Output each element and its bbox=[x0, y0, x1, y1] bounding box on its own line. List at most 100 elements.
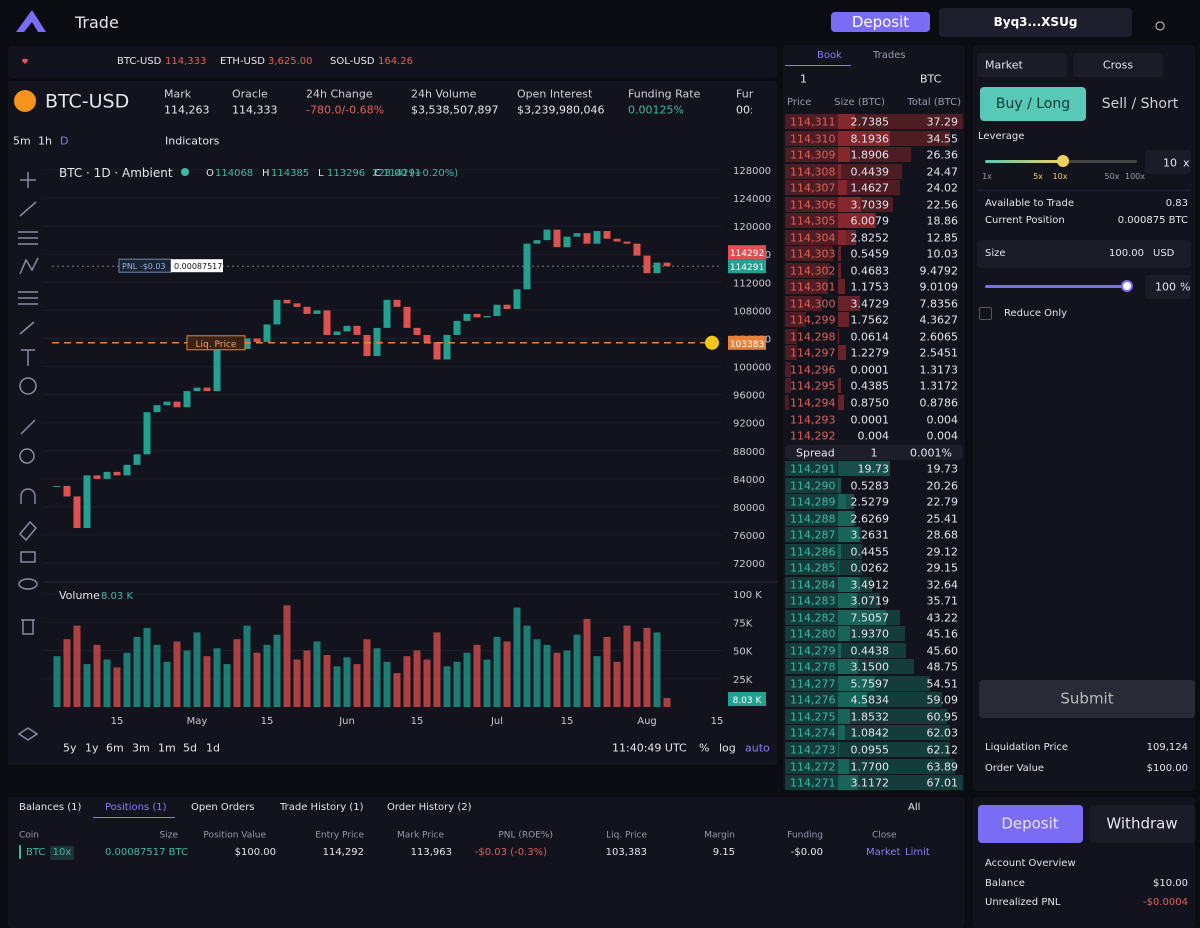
available-value: 0.83 bbox=[1165, 198, 1188, 209]
depth-bar bbox=[785, 262, 831, 278]
book-price: 114,286 bbox=[790, 545, 836, 559]
buy-button[interactable] bbox=[980, 87, 1086, 121]
mark-price-tag-box bbox=[728, 245, 766, 260]
unit-select[interactable]: BTC bbox=[920, 72, 942, 86]
drawing-tools[interactable] bbox=[17, 172, 39, 741]
volume-tick-label: 25K bbox=[733, 675, 753, 686]
book-size: 0.4683 bbox=[850, 264, 890, 278]
book-size: 2.7385 bbox=[850, 115, 890, 129]
candle-body bbox=[193, 387, 201, 392]
leverage-knob[interactable] bbox=[1057, 155, 1069, 167]
size-knob[interactable] bbox=[1121, 280, 1133, 292]
withdraw-button[interactable] bbox=[1090, 805, 1195, 843]
volume-bar bbox=[543, 644, 551, 707]
candle-body bbox=[143, 412, 151, 455]
withdraw-label[interactable]: Withdraw bbox=[1106, 814, 1178, 833]
ticker-symbol[interactable]: ETH-USD bbox=[220, 56, 265, 67]
account-deposit-button[interactable] bbox=[978, 805, 1083, 843]
favorite-icon[interactable] bbox=[21, 58, 29, 64]
buy-label[interactable]: Buy / Long bbox=[995, 96, 1071, 112]
range-button[interactable]: 1m bbox=[158, 741, 176, 755]
volume-bar bbox=[123, 652, 131, 707]
candle-body bbox=[453, 320, 461, 335]
trades-tab[interactable]: Trades bbox=[873, 50, 906, 61]
depth-bar bbox=[785, 494, 846, 510]
submit-label[interactable]: Submit bbox=[1060, 689, 1114, 708]
margin-mode-button[interactable] bbox=[1073, 53, 1163, 77]
order-book-panel bbox=[783, 45, 965, 791]
range-button[interactable]: 5d bbox=[183, 741, 197, 755]
book-header: Price bbox=[787, 97, 812, 108]
ticker-symbol[interactable]: SOL-USD bbox=[330, 56, 375, 67]
interval-button[interactable]: 1h bbox=[38, 134, 52, 148]
last-price-tag: 114291 bbox=[730, 263, 764, 273]
reduce-only-checkbox[interactable] bbox=[979, 307, 992, 320]
scale-option[interactable]: log bbox=[719, 741, 736, 755]
size-track bbox=[985, 285, 1127, 288]
order-type-select[interactable] bbox=[977, 53, 1067, 77]
positions-tab[interactable]: Open Orders bbox=[191, 802, 255, 813]
position-coin: BTC bbox=[26, 847, 46, 858]
submit-button[interactable] bbox=[979, 680, 1195, 718]
book-total: 12.85 bbox=[926, 231, 959, 245]
book-total: 62.12 bbox=[926, 743, 959, 757]
spread-row bbox=[785, 445, 963, 460]
ticker-symbol[interactable]: BTC-USD bbox=[117, 56, 162, 67]
range-button[interactable]: 6m bbox=[106, 741, 124, 755]
positions-filter[interactable]: All bbox=[908, 802, 921, 813]
tick-size-select[interactable]: 1 bbox=[800, 72, 807, 86]
size-unit[interactable]: USD bbox=[1153, 248, 1175, 259]
position-value: $100.00 bbox=[234, 847, 276, 858]
close-market[interactable]: Market bbox=[866, 847, 901, 858]
interval-button[interactable]: D bbox=[60, 134, 69, 148]
indicators-button[interactable]: Indicators bbox=[165, 134, 220, 148]
settings-icon[interactable] bbox=[1155, 21, 1165, 31]
volume-bar bbox=[393, 673, 401, 707]
wallet-button[interactable]: Byq3...XSUg bbox=[939, 8, 1132, 37]
range-button[interactable]: 1y bbox=[85, 741, 99, 755]
volume-value: 8.03 K bbox=[101, 591, 133, 602]
book-tab[interactable]: Book bbox=[817, 50, 842, 61]
book-size: 1.0842 bbox=[850, 726, 890, 740]
range-button[interactable]: 3m bbox=[132, 741, 150, 755]
range-button[interactable]: 5y bbox=[63, 741, 77, 755]
positions-tab[interactable]: Positions (1) bbox=[105, 802, 167, 813]
ohlc-key: O bbox=[206, 168, 214, 179]
stat-label: Oracle bbox=[232, 87, 268, 101]
volume-bar bbox=[203, 656, 211, 707]
interval-button[interactable]: 5m bbox=[13, 134, 31, 148]
x-tick-label: 15 bbox=[261, 716, 274, 727]
ohlc-key: H bbox=[262, 168, 270, 179]
book-total: 9.0109 bbox=[919, 280, 959, 294]
volume-bar bbox=[623, 625, 631, 707]
positions-tab[interactable]: Balances (1) bbox=[19, 802, 82, 813]
positions-column: Position Value bbox=[203, 830, 266, 841]
depth-bar bbox=[785, 312, 806, 328]
size-bar bbox=[838, 163, 841, 179]
ohlc-key: L bbox=[318, 168, 324, 179]
book-total: 1.3173 bbox=[919, 363, 959, 377]
scale-option[interactable]: auto bbox=[745, 741, 770, 755]
order-type[interactable]: Market bbox=[985, 58, 1023, 72]
book-size: 5.7597 bbox=[850, 677, 890, 691]
candle-body bbox=[293, 303, 301, 307]
book-size: 0.5283 bbox=[850, 479, 890, 493]
positions-tab[interactable]: Order History (2) bbox=[387, 802, 472, 813]
ticker-price: 3,625.00 bbox=[268, 56, 313, 67]
book-price: 114,310 bbox=[790, 132, 836, 146]
balance-label: Balance bbox=[985, 878, 1025, 889]
range-button[interactable]: 1d bbox=[206, 741, 220, 755]
scale-option[interactable]: % bbox=[699, 741, 710, 755]
account-deposit-label[interactable]: Deposit bbox=[1001, 814, 1059, 833]
book-size: 1.9370 bbox=[850, 627, 890, 641]
book-size: 4.5834 bbox=[850, 693, 890, 707]
deposit-button[interactable]: Deposit bbox=[831, 12, 930, 32]
close-limit[interactable]: Limit bbox=[905, 847, 930, 858]
volume-tick-label: 75K bbox=[733, 618, 753, 629]
volume-bar bbox=[633, 641, 641, 707]
margin-mode[interactable]: Cross bbox=[1102, 58, 1134, 72]
ticker-price: 164.26 bbox=[378, 56, 413, 67]
sell-label[interactable]: Sell / Short bbox=[1101, 96, 1179, 112]
volume-bar bbox=[303, 650, 311, 707]
positions-tab[interactable]: Trade History (1) bbox=[280, 802, 364, 813]
